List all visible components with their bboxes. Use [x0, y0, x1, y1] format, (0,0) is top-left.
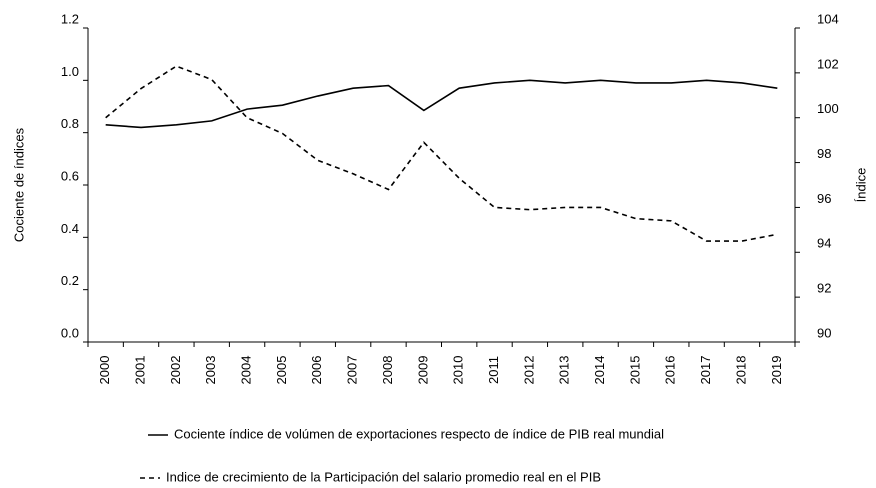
x-tick-label: 2001 [132, 356, 147, 385]
x-tick-label: 2006 [309, 356, 324, 385]
y-tick-label: 1.2 [61, 11, 79, 26]
y-tick-label: 0.6 [61, 168, 79, 183]
y-tick-label: 0.0 [61, 325, 79, 340]
y2-axis-title: Índice [853, 168, 868, 203]
x-tick-label: 2014 [592, 356, 607, 385]
x-tick-label: 2002 [168, 356, 183, 385]
series-line [105, 79, 778, 129]
x-tick-label: 2005 [274, 356, 289, 385]
y2-tick-label: 102 [817, 56, 839, 71]
legend-label: Cociente índice de volúmen de exportacio… [174, 426, 664, 441]
x-tick-label: 2017 [698, 356, 713, 385]
x-tick-label: 2016 [663, 356, 678, 385]
y2-tick-label: 98 [817, 146, 831, 161]
x-tick-label: 2009 [415, 356, 430, 385]
x-tick-label: 2010 [451, 356, 466, 385]
series-line [105, 65, 778, 242]
x-tick-label: 2013 [557, 356, 572, 385]
y2-tick-label: 96 [817, 191, 831, 206]
y-axis-title: Cociente de índices [11, 127, 26, 242]
y2-tick-label: 104 [817, 11, 839, 26]
y-tick-label: 1.0 [61, 64, 79, 79]
x-tick-label: 2004 [239, 356, 254, 385]
x-tick-label: 2012 [521, 356, 536, 385]
x-tick-label: 2015 [627, 356, 642, 385]
y-tick-label: 0.2 [61, 273, 79, 288]
x-tick-label: 2011 [486, 356, 501, 384]
y2-tick-label: 92 [817, 281, 831, 296]
x-tick-label: 2007 [345, 356, 360, 385]
x-tick-label: 2003 [203, 356, 218, 385]
y-tick-label: 0.8 [61, 116, 79, 131]
x-tick-label: 2000 [97, 356, 112, 385]
y-tick-label: 0.4 [61, 221, 79, 236]
y2-tick-label: 90 [817, 325, 831, 340]
x-tick-label: 2008 [380, 356, 395, 385]
y2-tick-label: 94 [817, 236, 831, 251]
x-tick-label: 2018 [733, 356, 748, 385]
legend-label: Indice de crecimiento de la Participació… [166, 469, 601, 484]
y2-tick-label: 100 [817, 101, 839, 116]
x-tick-label: 2019 [769, 356, 784, 385]
